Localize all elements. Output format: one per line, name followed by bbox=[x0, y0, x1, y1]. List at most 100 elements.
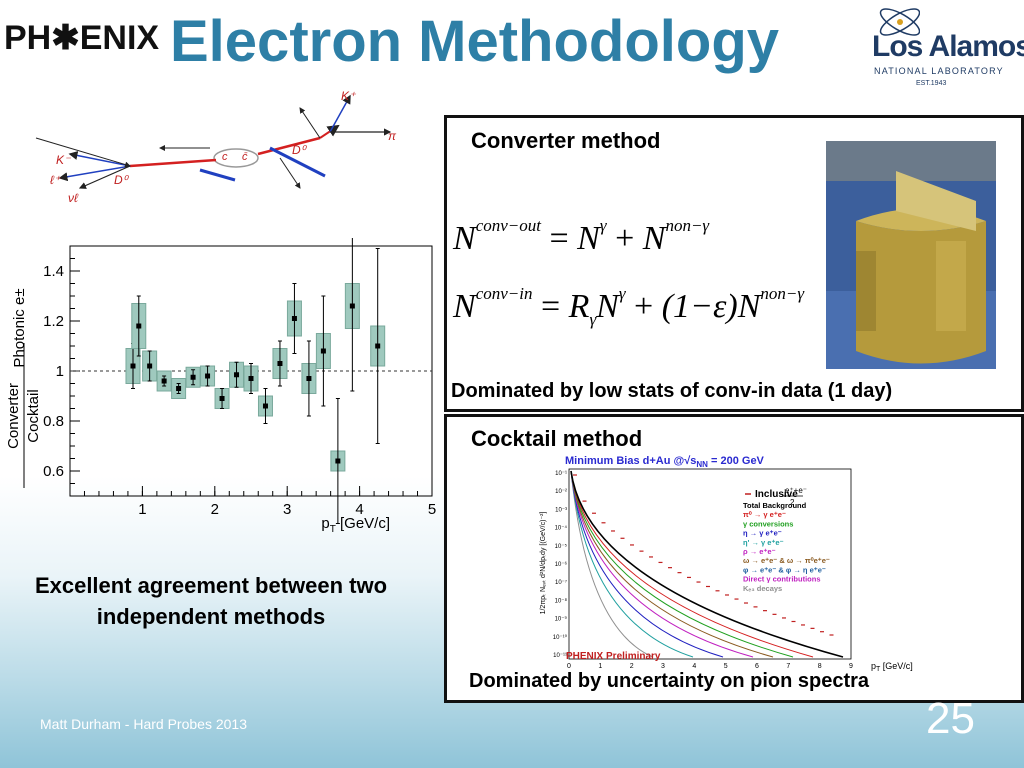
data-point bbox=[248, 376, 254, 381]
data-point bbox=[320, 348, 326, 354]
label-c: c bbox=[222, 151, 228, 163]
cocktail-y-tick: 10⁻⁹ bbox=[555, 616, 568, 623]
decay-diagram: K⁺ π D̄⁰ c c̄ D⁰ K⁻ ℓ⁺ νℓ bbox=[35, 89, 397, 205]
cocktail-y-tick: 10⁻⁶ bbox=[555, 561, 568, 568]
lanl-name: Los Alamos bbox=[872, 30, 1024, 63]
cocktail-axes: 0 1 2 3 4 5 6 7 8 9 10⁻¹ 10⁻² 10⁻³ 10⁻⁴ 10⁻⁵ 10⁻⁶ 10⁻⁷ 10… bbox=[553, 468, 853, 670]
legend-item: φ → e⁺e⁻ & φ → η e⁺e⁻ bbox=[743, 565, 826, 574]
label-dbar0: D̄⁰ bbox=[292, 143, 308, 157]
cocktail-frame bbox=[568, 468, 852, 660]
cocktail-plot: Minimum Bias d+Au @√sNN = 200 GeV 0 1 2 3 4 5… bbox=[540, 455, 913, 673]
cocktail-y-tick: 10⁻⁷ bbox=[555, 579, 567, 586]
ccbar-ellipse bbox=[213, 148, 259, 168]
cocktail-y-tick: 10⁻¹¹ bbox=[553, 653, 567, 659]
cocktail-x-tick: 0 bbox=[567, 663, 571, 670]
cocktail-note: Dominated by uncertainty on pion spectra bbox=[469, 670, 870, 692]
converter-note: Dominated by low stats of conv-in data (… bbox=[451, 380, 893, 402]
phenix-logo: PH✱ENIX bbox=[4, 19, 160, 57]
ratio-ylabel-converter: Converter bbox=[5, 383, 22, 449]
data-point bbox=[136, 323, 142, 329]
slide-title: Electron Methodology bbox=[170, 9, 779, 74]
los-alamos-logo: Los Alamos NATIONAL LABORATORY EST.1943 bbox=[852, 8, 1024, 90]
data-point bbox=[234, 372, 240, 378]
y-tick-label: 1.2 bbox=[43, 313, 64, 330]
cocktail-ylabel: 1/2πpₜ Nₑᵥₜ d²N/dpₜdy [(GeV/c)⁻²] bbox=[540, 512, 547, 615]
label-kplus: K⁺ bbox=[341, 89, 357, 103]
lanl-est: EST.1943 bbox=[916, 80, 947, 87]
legend-item: π⁰ → γ e⁺e⁻ bbox=[743, 510, 786, 519]
x-tick-label: 2 bbox=[211, 501, 219, 518]
cocktail-curve bbox=[570, 470, 844, 658]
cocktail-curve bbox=[570, 470, 724, 658]
cocktail-x-tick: 9 bbox=[849, 663, 853, 670]
legend-item: Total Background bbox=[743, 501, 807, 510]
data-point bbox=[262, 403, 268, 409]
data-point bbox=[161, 378, 167, 384]
equation-conv-in: Nconv−in = RγNγ + (1−ε)Nnon−γ bbox=[453, 284, 805, 329]
label-neutrino: νℓ bbox=[68, 191, 79, 205]
cocktail-x-tick: 6 bbox=[755, 663, 759, 670]
label-cbar: c̄ bbox=[242, 151, 248, 163]
data-point bbox=[130, 363, 136, 369]
cocktail-curve bbox=[570, 470, 754, 658]
phenix-preliminary: PHENIX Preliminary bbox=[566, 651, 661, 662]
legend-item: γ conversions bbox=[743, 519, 793, 528]
cocktail-y-tick: 10⁻⁴ bbox=[555, 525, 568, 532]
data-point bbox=[277, 361, 283, 366]
cocktail-curve bbox=[570, 470, 814, 658]
legend-item: Direct γ contributions bbox=[743, 575, 821, 584]
data-point bbox=[306, 376, 312, 381]
legend-item: η → γ e⁺e⁻ bbox=[743, 529, 782, 538]
ratio-chart: 1 2 3 4 5 0.6 0.8 1 1.2 1.4 Converter Cocktail Ph… bbox=[5, 238, 436, 535]
y-tick-label: 1.4 bbox=[43, 263, 64, 280]
converter-cylinder-image bbox=[826, 141, 996, 369]
converter-photo bbox=[826, 141, 996, 369]
cocktail-y-tick: 10⁻³ bbox=[555, 507, 567, 513]
cocktail-curve bbox=[570, 470, 774, 658]
cocktail-x-tick: 8 bbox=[818, 663, 822, 670]
cocktail-x-tick: 2 bbox=[630, 663, 634, 670]
ratio-ylabel-cocktail: Cocktail bbox=[25, 389, 42, 442]
cocktail-curves bbox=[570, 470, 844, 658]
cocktail-plot-title: Minimum Bias d+Au @√sNN = 200 GeV bbox=[565, 455, 765, 469]
cocktail-x-tick: 3 bbox=[661, 663, 665, 670]
label-kminus: K⁻ bbox=[56, 153, 72, 167]
agreement-caption: Excellent agreement between two independ… bbox=[34, 573, 388, 629]
ratio-ylabel-photonic: Photonic e± bbox=[11, 288, 28, 367]
data-point bbox=[147, 363, 153, 369]
data-point bbox=[219, 396, 225, 401]
ratio-points bbox=[125, 238, 386, 524]
cocktail-y-tick: 10⁻⁵ bbox=[555, 543, 568, 550]
data-point bbox=[190, 374, 196, 380]
cocktail-curve bbox=[570, 470, 694, 658]
label-lepton: ℓ⁺ bbox=[50, 173, 62, 187]
legend-item: ω → e⁺e⁻ & ω → π⁰e⁺e⁻ bbox=[743, 556, 830, 565]
x-tick-label: 4 bbox=[355, 501, 363, 518]
lanl-sub: NATIONAL LABORATORY bbox=[874, 66, 1004, 76]
ratio-xlabel: pT [GeV/c] bbox=[321, 515, 390, 535]
data-point bbox=[335, 458, 341, 464]
ratio-axes: 1 2 3 4 5 0.6 0.8 1 1.2 1.4 bbox=[43, 245, 436, 518]
charm-track-left bbox=[129, 158, 217, 168]
data-point bbox=[375, 343, 381, 349]
inclusive-den: 2 bbox=[790, 498, 795, 507]
data-point bbox=[205, 373, 211, 379]
cocktail-y-tick: 10⁻² bbox=[555, 489, 567, 495]
cocktail-xlabel: pT [GeV/c] bbox=[871, 661, 913, 673]
cocktail-x-tick: 7 bbox=[786, 663, 790, 670]
cocktail-y-tick: 10⁻⁸ bbox=[555, 597, 568, 604]
cocktail-panel: Cocktail method Minimum Bias d+Au @√sNN … bbox=[444, 414, 1024, 703]
x-tick-label: 1 bbox=[138, 501, 146, 518]
data-point bbox=[291, 316, 297, 321]
page-number: 25 bbox=[926, 694, 975, 743]
cocktail-y-tick: 10⁻¹⁰ bbox=[553, 634, 568, 641]
charm-track-right bbox=[257, 136, 321, 156]
legend-item: Kₑ₃ decays bbox=[743, 584, 782, 593]
cocktail-label: Cocktail method bbox=[471, 426, 643, 451]
legend-item: η' → γ e⁺e⁻ bbox=[743, 538, 784, 547]
cocktail-x-tick: 5 bbox=[724, 663, 728, 670]
y-tick-label: 1 bbox=[56, 363, 64, 380]
inclusive-fraction: e⁺+e⁻ bbox=[785, 486, 807, 495]
x-tick-label: 3 bbox=[283, 501, 291, 518]
